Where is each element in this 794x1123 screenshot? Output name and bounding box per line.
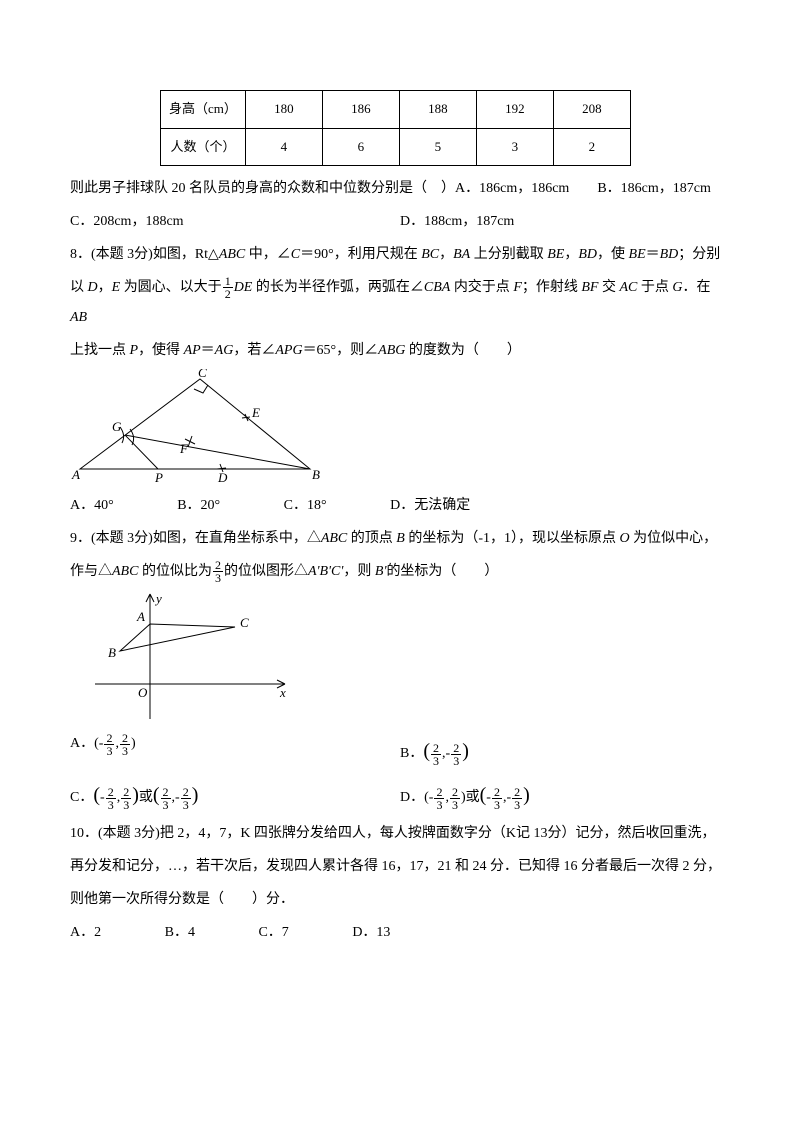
- table-cell: 188: [399, 91, 476, 129]
- q10-option-b: B．4: [165, 918, 195, 949]
- fraction-ratio: 23: [213, 559, 223, 584]
- table-row: 人数（个） 4 6 5 3 2: [161, 128, 631, 166]
- table-row: 身高（cm） 180 186 188 192 208: [161, 91, 631, 129]
- q10-stem-1: 10．(本题 3分)把 2，4，7，K 四张牌分发给四人，每人按牌面数字分（K记…: [70, 819, 724, 850]
- label-a2: A: [136, 609, 145, 624]
- q8-stem-2: 以 D，E 为圆心、以大于12DE 的长为半径作弧，两弧在∠CBA 内交于点 F…: [70, 273, 724, 335]
- table-cell: 5: [399, 128, 476, 166]
- q9-options-row1: A．(-23,23) B．(23,-23): [70, 729, 724, 773]
- q8-option-b: B．20°: [177, 491, 220, 522]
- q7-option-c: C．208cm，188cm: [70, 207, 400, 238]
- table-cell: 4: [245, 128, 322, 166]
- q8-option-d: D．无法确定: [390, 491, 470, 522]
- label-b: B: [312, 467, 320, 482]
- q8-stem-1: 8．(本题 3分)如图，Rt△ABC 中，∠C＝90°，利用尺规在 BC，BA …: [70, 240, 724, 271]
- q10-option-c: C．7: [258, 918, 288, 949]
- table-cell: 身高（cm）: [161, 91, 246, 129]
- height-table: 身高（cm） 180 186 188 192 208 人数（个） 4 6 5 3…: [160, 90, 631, 166]
- q8-option-c: C．18°: [284, 491, 327, 522]
- q9-stem-1: 9．(本题 3分)如图，在直角坐标系中，△ABC 的顶点 B 的坐标为（-1，1…: [70, 524, 724, 555]
- label-o: O: [138, 685, 148, 700]
- q10-stem-3: 则他第一次所得分数是（ ）分．: [70, 885, 724, 916]
- q10-options: A．2 B．4 C．7 D．13: [70, 918, 724, 949]
- q8-options: A．40° B．20° C．18° D．无法确定: [70, 491, 724, 522]
- fraction-half: 12: [223, 275, 233, 300]
- label-e: E: [251, 405, 260, 420]
- label-g: G: [112, 419, 122, 434]
- table-cell: 6: [322, 128, 399, 166]
- label-a: A: [71, 467, 80, 482]
- label-c: C: [198, 369, 207, 380]
- table-cell: 186: [322, 91, 399, 129]
- q10-option-a: A．2: [70, 918, 101, 949]
- q7-line1: 则此男子排球队 20 名队员的身高的众数和中位数分别是（ ）A．186cm，18…: [70, 174, 724, 205]
- q8-figure: C A B G E F D P: [70, 369, 330, 489]
- label-d: D: [217, 470, 228, 485]
- q9-options-row2: C．(-23,23)或(23,-23) D．(-23,23)或(-23,-23): [70, 773, 724, 817]
- q9-stem-2: 作与△ABC 的位似比为23的位似图形△A'B'C'，则 B'的坐标为（ ）: [70, 557, 724, 588]
- table-cell: 2: [553, 128, 630, 166]
- label-b2: B: [108, 645, 116, 660]
- label-y: y: [154, 591, 162, 606]
- q7-option-d: D．188cm，187cm: [400, 207, 724, 238]
- table-cell: 192: [476, 91, 553, 129]
- q10-stem-2: 再分发和记分，…，若干次后，发现四人累计各得 16，17，21 和 24 分．已…: [70, 852, 724, 883]
- label-c2: C: [240, 615, 249, 630]
- q8-stem-3: 上找一点 P，使得 AP＝AG，若∠APG＝65°，则∠ABG 的度数为（ ）: [70, 336, 724, 367]
- table-cell: 人数（个）: [161, 128, 246, 166]
- q8-option-a: A．40°: [70, 491, 114, 522]
- table-cell: 208: [553, 91, 630, 129]
- label-f: F: [179, 441, 189, 456]
- label-x: x: [279, 685, 286, 700]
- q10-option-d: D．13: [352, 918, 390, 949]
- table-cell: 3: [476, 128, 553, 166]
- q9-figure: y x O A B C: [90, 589, 300, 729]
- table-cell: 180: [245, 91, 322, 129]
- label-p: P: [154, 470, 163, 485]
